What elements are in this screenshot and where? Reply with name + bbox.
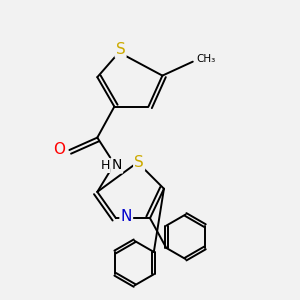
Text: N: N (112, 158, 122, 172)
Text: H: H (100, 159, 110, 172)
Text: O: O (53, 142, 65, 158)
Text: N: N (121, 209, 132, 224)
Text: CH₃: CH₃ (196, 54, 216, 64)
Text: S: S (134, 155, 144, 170)
Text: S: S (116, 42, 125, 57)
